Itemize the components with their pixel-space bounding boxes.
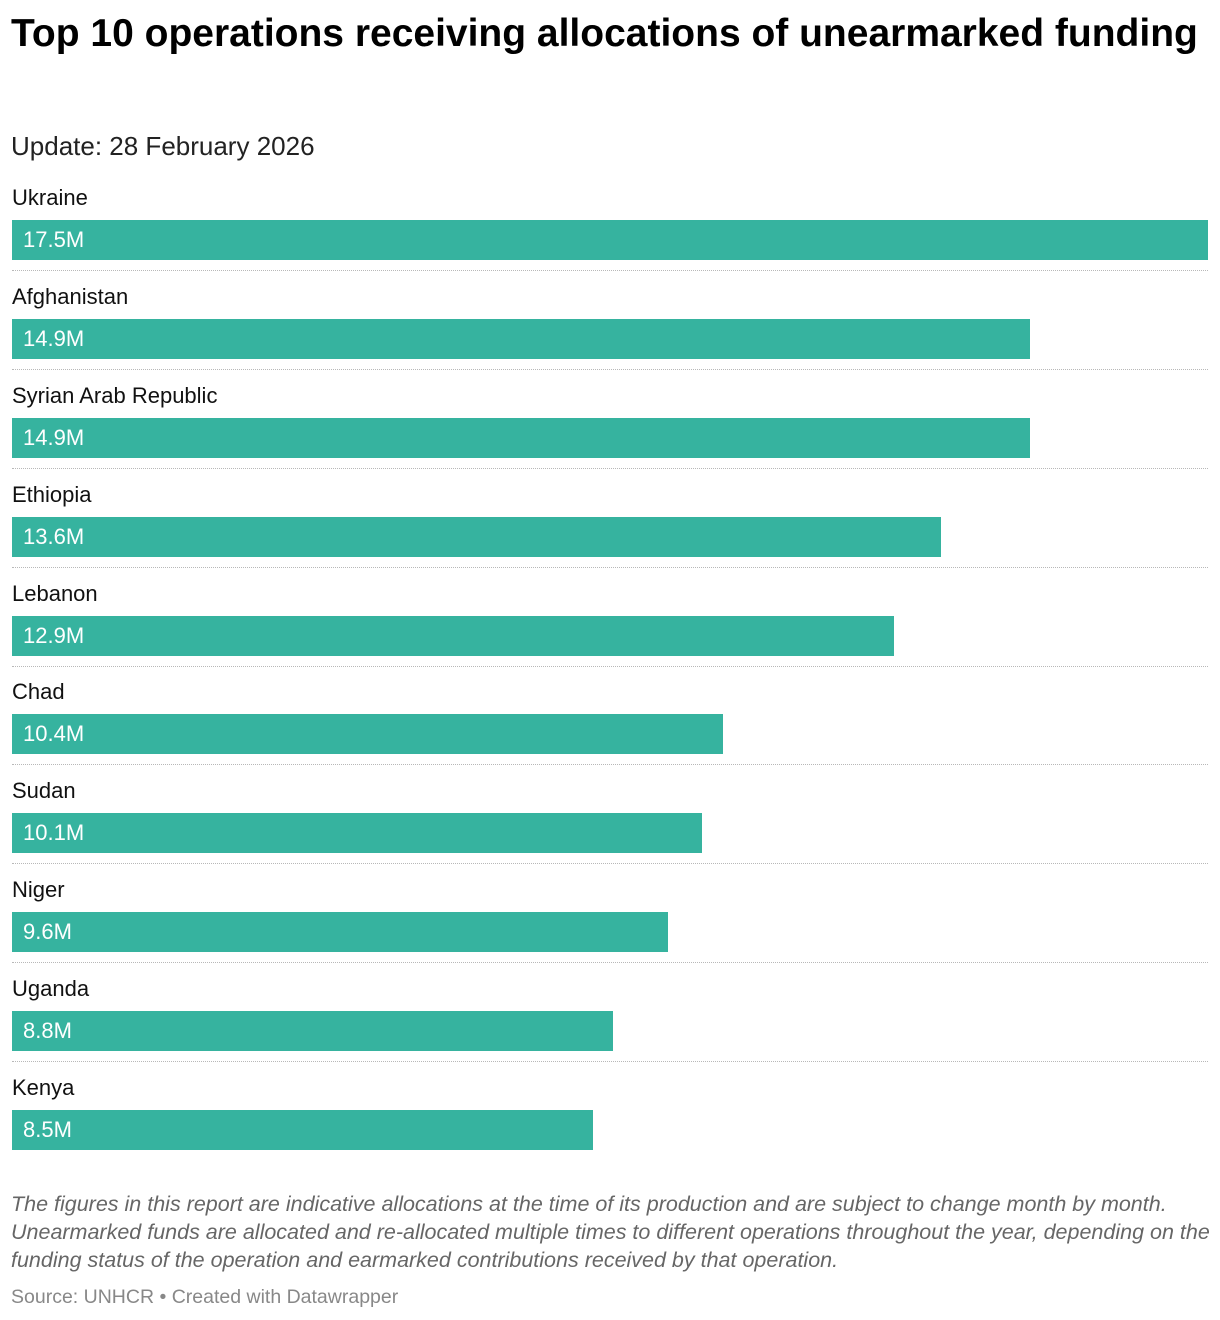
category-label: Syrian Arab Republic — [12, 382, 218, 408]
bar — [12, 714, 723, 755]
bar-row: Lebanon 12.9M — [12, 576, 1208, 675]
bar — [12, 912, 669, 953]
category-label: Ethiopia — [12, 481, 92, 507]
bar-row: Chad 10.4M — [12, 674, 1208, 773]
chart-title: Top 10 operations receiving allocations … — [11, 12, 1198, 55]
bar-value-label: 14.9M — [23, 325, 85, 351]
footnote: The figures in this report are indicativ… — [11, 1192, 1210, 1272]
bar-row: Syrian Arab Republic 14.9M — [12, 378, 1208, 477]
category-label: Chad — [12, 679, 65, 705]
bar-value-label: 9.6M — [23, 919, 72, 945]
category-label: Niger — [12, 877, 65, 903]
row-divider — [12, 368, 1208, 370]
bar-row: Uganda 8.8M — [12, 971, 1208, 1070]
row-divider — [12, 962, 1208, 964]
bar-value-label: 8.5M — [23, 1117, 72, 1143]
bar-row: Ethiopia 13.6M — [12, 477, 1208, 576]
category-label: Ukraine — [12, 185, 88, 210]
bar-row: Ukraine 17.5M — [12, 180, 1208, 279]
bar — [12, 1110, 593, 1151]
category-label: Lebanon — [12, 580, 98, 606]
bar-value-label: 10.4M — [23, 721, 85, 747]
bar — [12, 220, 1208, 260]
bar-row: Niger 9.6M — [12, 872, 1208, 971]
bar — [12, 318, 1031, 359]
bar — [12, 516, 942, 557]
bar-row: Sudan 10.1M — [12, 773, 1208, 872]
row-divider — [12, 665, 1208, 667]
category-label: Afghanistan — [12, 283, 129, 309]
category-label: Kenya — [12, 1075, 75, 1101]
row-divider — [12, 270, 1208, 271]
bar — [12, 615, 894, 656]
bar-value-label: 10.1M — [23, 820, 85, 846]
bar — [12, 813, 703, 854]
row-divider — [12, 1061, 1208, 1063]
bar-row: Kenya 8.5M — [12, 1070, 1208, 1169]
bar-row: Afghanistan 14.9M — [12, 279, 1208, 378]
row-divider — [12, 566, 1208, 568]
bar-value-label: 13.6M — [23, 523, 85, 549]
bar — [12, 1011, 614, 1052]
bar-chart: Ukraine 17.5M Afghanistan 14.9M Syrian Arab … — [12, 180, 1208, 1169]
chart-subtitle: Update: 28 February 2026 — [11, 131, 315, 161]
bar — [12, 417, 1031, 458]
bar-value-label: 8.8M — [23, 1018, 72, 1044]
row-divider — [12, 467, 1208, 469]
row-divider — [12, 863, 1208, 865]
row-divider — [12, 764, 1208, 766]
category-label: Sudan — [12, 778, 76, 804]
bar-value-label: 12.9M — [23, 622, 85, 648]
bar-value-label: 14.9M — [23, 424, 85, 450]
category-label: Uganda — [12, 976, 90, 1002]
bar-value-label: 17.5M — [23, 227, 85, 252]
source-line: Source: UNHCR • Created with Datawrapper — [11, 1286, 399, 1308]
